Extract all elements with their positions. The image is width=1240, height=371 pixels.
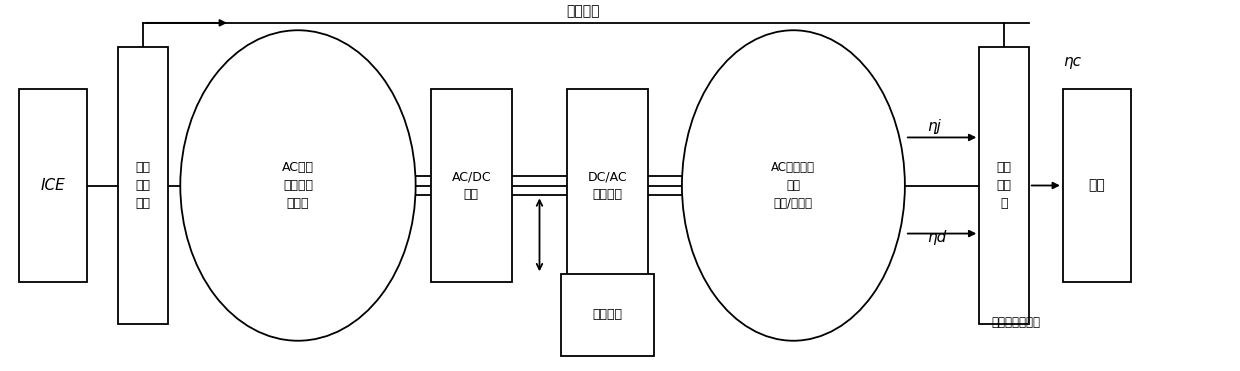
Text: ηj: ηj	[928, 119, 941, 134]
Text: 储能装置: 储能装置	[593, 308, 622, 321]
Text: 机械功率: 机械功率	[567, 4, 600, 19]
Text: ηd: ηd	[928, 230, 946, 245]
Text: 汇流总机械功率: 汇流总机械功率	[992, 316, 1040, 329]
Bar	[568, 89, 647, 282]
Text: AC/DC
整流: AC/DC 整流	[451, 170, 491, 201]
Ellipse shape	[180, 30, 415, 341]
Text: 功率
分流
装置: 功率 分流 装置	[135, 161, 150, 210]
Bar	[19, 89, 87, 282]
Bar	[562, 274, 653, 355]
Ellipse shape	[682, 30, 905, 341]
Text: AC交流永磁
同步
发电/电动机: AC交流永磁 同步 发电/电动机	[771, 161, 816, 210]
Text: ICE: ICE	[41, 178, 64, 193]
Bar	[432, 89, 512, 282]
Text: AC交流
永磁同步
发电机: AC交流 永磁同步 发电机	[281, 161, 314, 210]
Bar	[118, 47, 167, 324]
Bar	[1063, 89, 1131, 282]
Text: 负载: 负载	[1089, 178, 1105, 193]
Text: 变速
传动
系: 变速 传动 系	[997, 161, 1012, 210]
Text: ηc: ηc	[1064, 54, 1081, 69]
Bar	[980, 47, 1029, 324]
Text: DC/AC
逆变调频: DC/AC 逆变调频	[588, 170, 627, 201]
